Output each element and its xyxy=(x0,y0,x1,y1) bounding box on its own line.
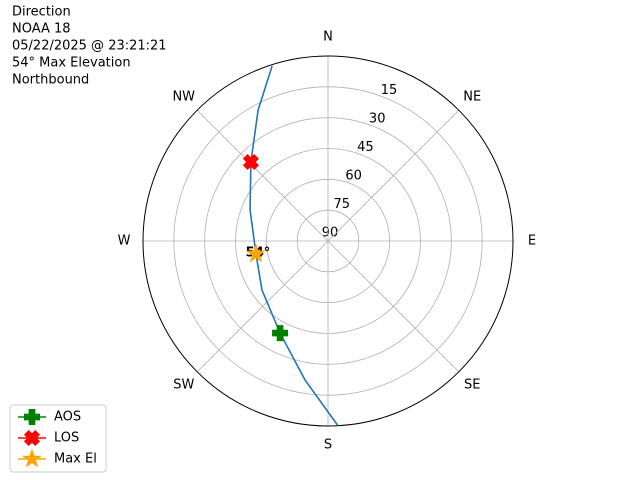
theta-tick-label: NW xyxy=(172,89,195,104)
legend-label: AOS xyxy=(54,410,81,425)
r-tick-label: 75 xyxy=(334,197,351,212)
info-line: 05/22/2025 @ 23:21:21 xyxy=(12,39,167,54)
theta-tick-label: SE xyxy=(464,378,480,393)
grid-spoke xyxy=(196,240,329,373)
info-line: Northbound xyxy=(12,73,89,88)
polar-frame xyxy=(142,55,514,427)
grid-spoke xyxy=(327,109,460,242)
theta-tick-label: S xyxy=(324,438,332,453)
legend-label: LOS xyxy=(54,431,79,446)
theta-tick-label: NE xyxy=(463,89,481,104)
theta-tick-label: W xyxy=(118,234,131,249)
legend-label: Max El xyxy=(54,452,97,467)
r-tick-label: 15 xyxy=(381,83,398,98)
legend: AOS LOS Max El xyxy=(9,404,107,473)
r-tick-label: 30 xyxy=(369,112,386,127)
r-tick-label: 45 xyxy=(357,140,374,155)
info-line: NOAA 18 xyxy=(12,22,71,37)
legend-marker xyxy=(21,448,43,468)
marker xyxy=(272,325,289,342)
theta-tick-label: N xyxy=(323,30,333,45)
r-tick-label: 90 xyxy=(322,226,339,241)
chart-title: Direction xyxy=(12,5,71,20)
info-line: 54° Max Elevation xyxy=(12,56,131,71)
r-tick-label: 60 xyxy=(345,169,362,184)
grid-spoke xyxy=(196,109,329,242)
legend-marker xyxy=(23,429,41,447)
legend-marker xyxy=(24,409,40,425)
theta-tick-label: E xyxy=(528,234,536,249)
grid-spoke xyxy=(327,240,460,373)
marker xyxy=(242,153,259,171)
theta-tick-label: SW xyxy=(173,378,194,393)
marker xyxy=(245,243,266,263)
